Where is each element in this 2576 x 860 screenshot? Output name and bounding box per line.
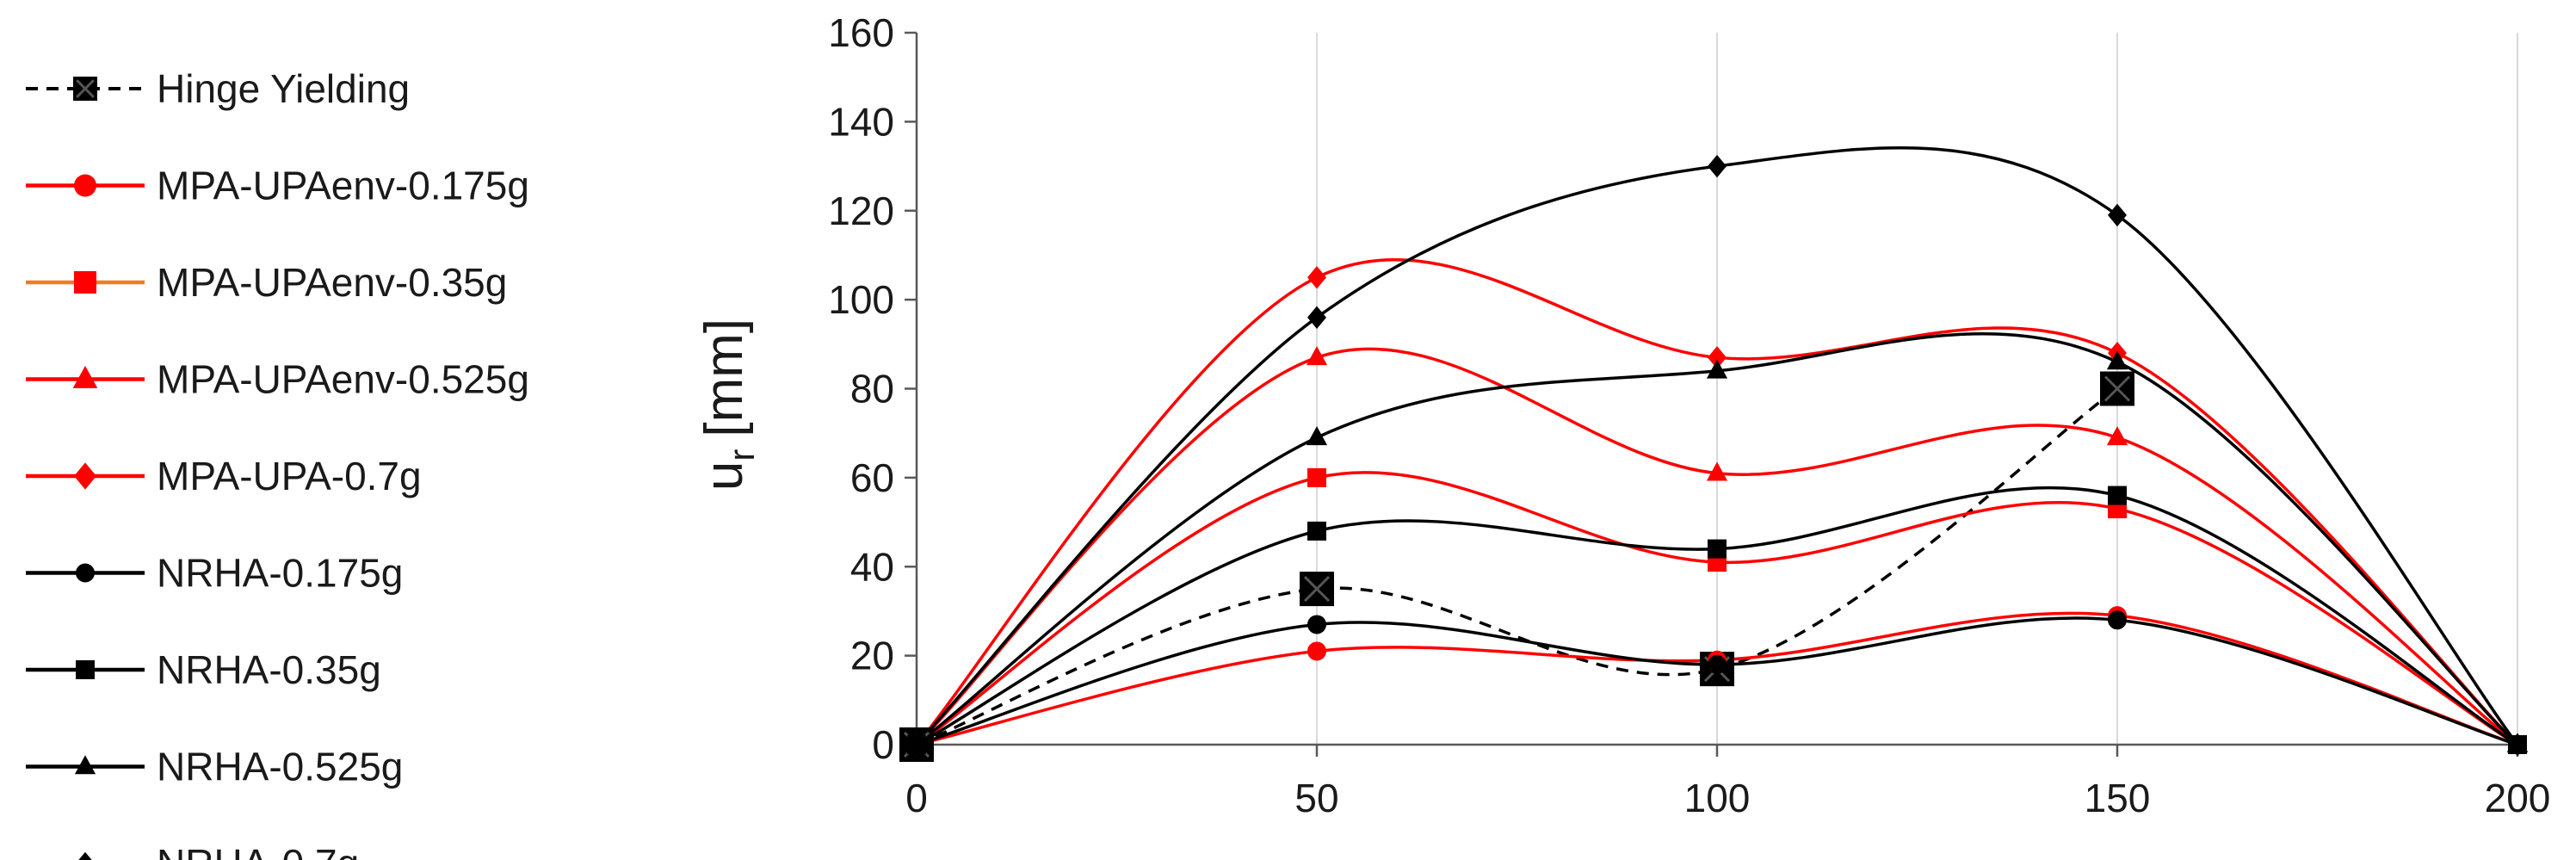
- data-point-s5-1: [1307, 615, 1326, 634]
- legend-swatch-marker-0: [73, 77, 97, 101]
- y-tick-label: 120: [828, 189, 894, 233]
- data-point-s6-1: [1307, 521, 1326, 541]
- y-tick-label: 140: [828, 99, 894, 144]
- legend-label-4: MPA-UPA-0.7g: [157, 454, 422, 498]
- legend-entry-3: MPA-UPAenv-0.525g: [26, 357, 529, 402]
- data-point-s3-2: [1706, 461, 1728, 481]
- legend-swatch-marker-6: [76, 660, 95, 679]
- data-point-s8-1: [1307, 306, 1326, 329]
- data-point-s5-3: [2108, 610, 2127, 630]
- legend: Hinge Yielding MPA-UPAenv-0.175g MPA-UPAen…: [26, 66, 529, 860]
- legend-swatch-marker-3: [72, 365, 98, 388]
- legend-label-6: NRHA-0.35g: [157, 647, 381, 692]
- y-axis-label-symbol: u: [695, 461, 754, 491]
- data-point-s8-0: [907, 733, 926, 757]
- data-point-s0-1: [1300, 572, 1334, 607]
- x-tick-label: 0: [905, 776, 928, 820]
- y-tick-label: 0: [872, 722, 894, 767]
- legend-entry-6: NRHA-0.35g: [26, 647, 381, 692]
- data-point-s8-3: [2108, 203, 2127, 227]
- legend-swatch-marker-1: [74, 174, 96, 197]
- axes: 0 20 40 60 80 100 120 140 160 0 50 100 150 200: [828, 10, 2550, 820]
- y-tick-label: 160: [828, 10, 894, 55]
- data-point-s5-2: [1708, 654, 1727, 674]
- legend-swatch-marker-8: [78, 851, 92, 860]
- data-point-s0-1-cross: [1303, 576, 1331, 603]
- data-point-s7-2: [1706, 359, 1728, 379]
- legend-swatch-marker-5: [76, 563, 95, 583]
- x-tick-label: 100: [1684, 776, 1751, 820]
- y-tick-label: 20: [850, 634, 894, 678]
- legend-entry-0: Hinge Yielding: [26, 66, 410, 111]
- legend-swatch-marker-2: [74, 271, 96, 294]
- legend-label-2: MPA-UPAenv-0.35g: [157, 260, 507, 305]
- data-point-s7-1: [1306, 426, 1328, 446]
- y-tick-label: 80: [850, 367, 894, 411]
- data-point-s0-3-cross: [2103, 375, 2131, 402]
- legend-entry-5: NRHA-0.175g: [26, 551, 403, 596]
- data-point-s8-2: [1708, 154, 1727, 178]
- y-axis-label-subscript: r: [721, 449, 762, 461]
- legend-entry-7: NRHA-0.525g: [26, 745, 403, 789]
- legend-swatch-marker-7: [74, 755, 96, 775]
- y-tick-label: 100: [828, 277, 894, 322]
- legend-entry-4: MPA-UPA-0.7g: [26, 454, 422, 498]
- data-point-s0-3: [2100, 371, 2134, 406]
- data-point-s6-2: [1708, 539, 1727, 559]
- legend-swatch-marker-0-cross: [76, 79, 95, 98]
- legend-label-3: MPA-UPAenv-0.525g: [157, 357, 529, 402]
- data-point-s7-3: [2106, 350, 2128, 370]
- x-tick-label: 50: [1294, 776, 1338, 820]
- data-point-s8-4: [2508, 733, 2527, 757]
- data-point-s2-1: [1307, 467, 1326, 487]
- legend-swatch-marker-4: [74, 462, 96, 490]
- legend-label-5: NRHA-0.175g: [157, 551, 403, 596]
- data-point-s3-3: [2106, 426, 2128, 446]
- series-markers: [899, 154, 2529, 762]
- data-point-s3-1: [1306, 346, 1328, 366]
- data-point-s6-3: [2108, 486, 2127, 505]
- data-point-s4-1: [1307, 266, 1326, 289]
- legend-label-1: MPA-UPAenv-0.175g: [157, 164, 529, 208]
- legend-label-7: NRHA-0.525g: [157, 745, 403, 789]
- legend-entry-1: MPA-UPAenv-0.175g: [26, 164, 529, 208]
- y-axis-label: ur [mm]: [695, 319, 762, 491]
- y-tick-label: 60: [850, 455, 894, 500]
- legend-label-8: NRHA-0.7g: [157, 841, 359, 860]
- legend-entry-2: MPA-UPAenv-0.35g: [26, 260, 507, 305]
- series-line-0: [916, 387, 2119, 746]
- y-axis-label-unit: [mm]: [695, 319, 754, 437]
- legend-entry-8: NRHA-0.7g: [78, 841, 359, 860]
- data-point-s4-2: [1708, 346, 1727, 369]
- data-point-s1-1: [1307, 641, 1326, 661]
- x-tick-label: 150: [2085, 776, 2151, 820]
- x-tick-label: 200: [2485, 776, 2551, 820]
- y-tick-label: 40: [850, 544, 894, 589]
- legend-label-0: Hinge Yielding: [157, 66, 410, 111]
